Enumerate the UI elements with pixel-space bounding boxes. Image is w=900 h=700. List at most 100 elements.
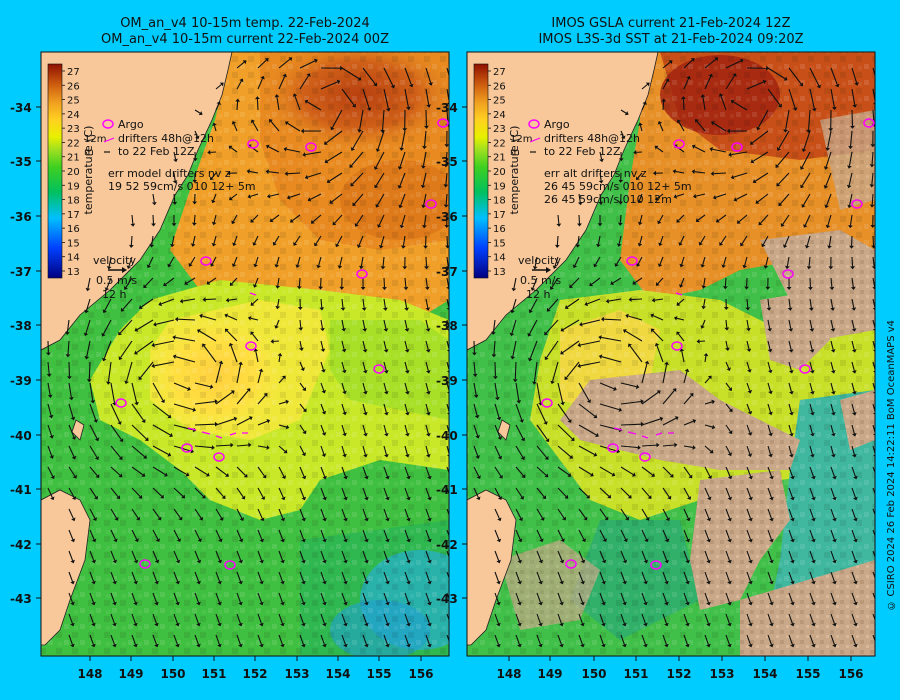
- velocity-arrow: [536, 466, 547, 476]
- velocity-arrow: [683, 487, 690, 498]
- lon-tick-label: 153: [709, 667, 734, 681]
- velocity-arrow: [827, 130, 832, 149]
- velocity-arrow: [697, 214, 706, 221]
- velocity-arrow: [678, 298, 685, 305]
- left-legend-err-2: 19 52 59cm/s 010 12+ 5m: [108, 180, 256, 193]
- velocity-arrow: [676, 193, 685, 197]
- velocity-arrow: [806, 235, 811, 246]
- velocity-arrow: [599, 151, 603, 160]
- velocity-arrow: [257, 529, 263, 540]
- velocity-arrow: [652, 315, 664, 321]
- velocity-arrow: [251, 333, 259, 342]
- right-legend-drifters-1: drifters 48h@12h: [544, 132, 640, 145]
- lat-tick-label: -37: [436, 265, 458, 279]
- argo-float-marker: [626, 256, 638, 266]
- velocity-arrow: [620, 423, 642, 426]
- velocity-arrow: [336, 235, 343, 245]
- velocity-arrow: [536, 529, 542, 540]
- velocity-arrow: [641, 444, 657, 447]
- velocity-arrow: [257, 420, 268, 426]
- velocity-arrow: [566, 361, 580, 378]
- velocity-arrow: [601, 356, 622, 363]
- argo-float-marker: [245, 341, 257, 351]
- velocity-arrow: [108, 256, 112, 267]
- velocity-arrow: [767, 88, 781, 106]
- velocity-arrow: [404, 277, 407, 288]
- velocity-arrow: [591, 277, 601, 285]
- velocity-arrow: [473, 466, 480, 477]
- velocity-arrow: [512, 340, 517, 357]
- velocity-arrow: [362, 67, 376, 85]
- velocity-arrow: [725, 75, 735, 90]
- velocity-arrow: [87, 277, 91, 289]
- velocity-arrow: [287, 172, 301, 175]
- velocity-arrow: [620, 571, 626, 582]
- velocity-arrow: [362, 361, 366, 371]
- velocity-arrow: [287, 122, 301, 132]
- velocity-arrow: [131, 445, 145, 458]
- velocity-arrow: [694, 146, 706, 153]
- velocity-arrow: [298, 277, 301, 287]
- velocity-arrow: [703, 298, 706, 307]
- velocity-arrow: [194, 613, 199, 624]
- velocity-arrow: [68, 445, 75, 457]
- credit-text: © CSIRO 2024 26 Feb 2024 14:22:11 BoM Oc…: [886, 320, 897, 611]
- velocity-arrow: [638, 193, 643, 201]
- velocity-arrow: [809, 508, 814, 519]
- velocity-arrow: [194, 487, 204, 497]
- velocity-arrow: [620, 466, 634, 476]
- velocity-arrow: [320, 81, 338, 90]
- velocity-arrow: [383, 445, 387, 455]
- velocity-arrow: [830, 277, 833, 288]
- velocity-arrow: [662, 364, 668, 384]
- velocity-arrow: [326, 151, 343, 162]
- left-lat-axis: -34 -35 -36 -37 -38 -39 -40 -41 -42 -43: [10, 101, 41, 606]
- velocity-arrow: [641, 634, 646, 645]
- velocity-arrow: [194, 529, 201, 540]
- velocity-arrow: [425, 382, 429, 392]
- velocity-arrow: [383, 508, 388, 519]
- velocity-arrow: [578, 613, 583, 624]
- velocity-arrow: [328, 172, 343, 182]
- colorbar-tick-label: 25: [67, 96, 80, 107]
- velocity-arrow: [704, 355, 707, 363]
- velocity-arrow: [383, 466, 388, 477]
- velocity-arrow: [752, 151, 769, 162]
- velocity-arrow: [173, 172, 176, 181]
- velocity-arrow: [341, 88, 355, 106]
- velocity-arrow: [662, 466, 672, 476]
- velocity-arrow: [257, 78, 264, 90]
- velocity-arrow: [830, 382, 834, 392]
- velocity-arrow: [788, 403, 792, 413]
- velocity-arrow: [362, 298, 365, 308]
- lat-tick-label: -40: [436, 429, 458, 443]
- velocity-arrow: [173, 403, 194, 411]
- colorbar-tick-label: 26: [67, 81, 80, 92]
- velocity-arrow: [294, 95, 301, 111]
- velocity-arrow: [377, 193, 385, 206]
- velocity-arrow: [620, 382, 637, 388]
- velocity-arrow: [110, 550, 116, 561]
- velocity-arrow: [536, 550, 542, 561]
- velocity-arrow: [620, 445, 638, 449]
- velocity-arrow: [213, 235, 217, 244]
- velocity-arrow: [788, 466, 793, 477]
- velocity-arrow: [356, 214, 364, 225]
- velocity-arrow: [725, 613, 730, 624]
- velocity-arrow: [68, 487, 75, 498]
- velocity-arrow: [233, 256, 238, 265]
- velocity-arrow: [662, 634, 667, 645]
- velocity-arrow: [473, 403, 478, 416]
- left-panel-title: OM_an_v4 10-15m temp. 22-Feb-2024 OM_an_…: [40, 16, 450, 48]
- velocity-arrow: [299, 550, 304, 561]
- lon-tick-label: 154: [752, 667, 777, 681]
- velocity-arrow: [788, 613, 793, 624]
- lat-tick-label: -41: [436, 483, 458, 497]
- velocity-arrow: [215, 103, 220, 111]
- velocity-arrow: [276, 256, 280, 265]
- velocity-arrow: [809, 571, 814, 582]
- velocity-arrow: [788, 550, 793, 561]
- velocity-arrow: [278, 613, 283, 624]
- velocity-arrow: [269, 193, 280, 197]
- velocity-arrow: [746, 340, 750, 350]
